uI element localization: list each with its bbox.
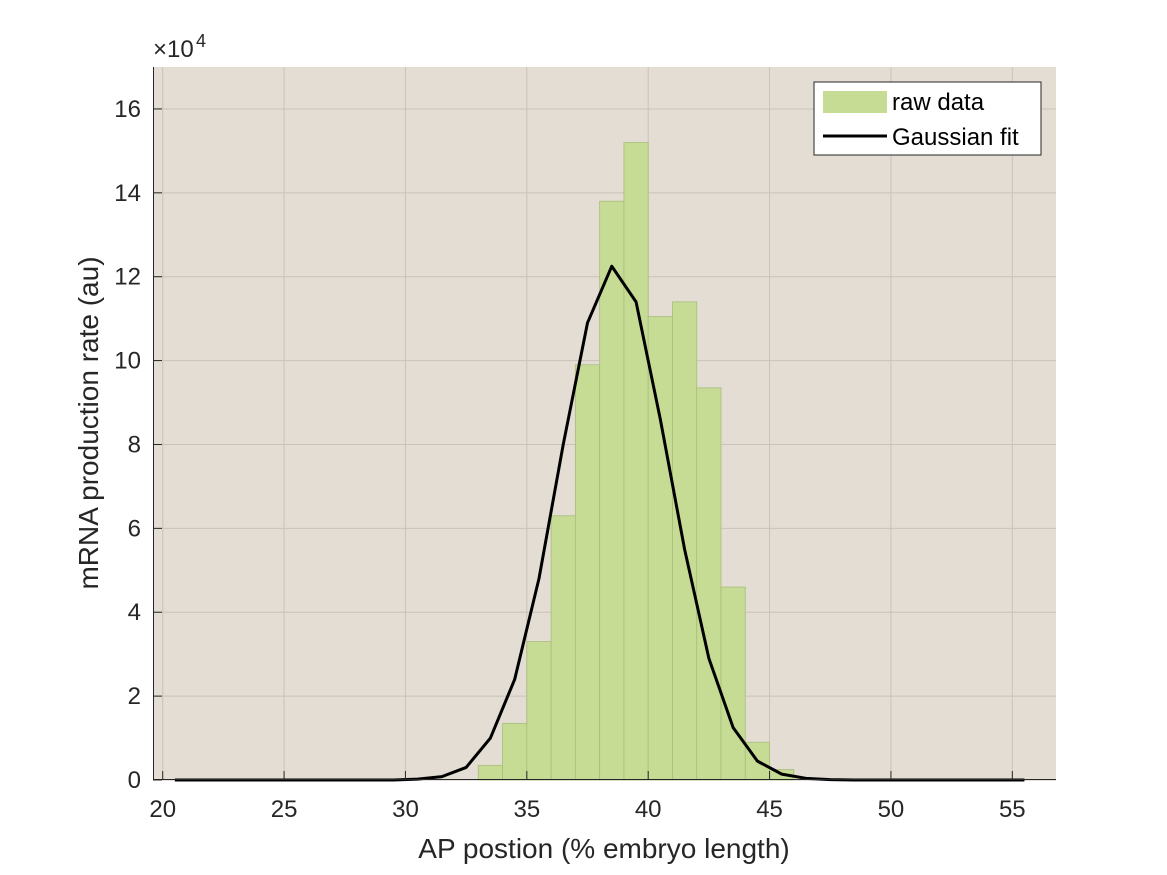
y-tick-label: 10 <box>114 348 141 375</box>
x-tick-label: 35 <box>513 796 540 823</box>
y-tick-label: 14 <box>114 180 141 207</box>
x-tick-label: 25 <box>271 796 298 823</box>
x-tick-label: 20 <box>149 796 176 823</box>
histogram-bar <box>720 586 746 781</box>
histogram-bar <box>672 301 698 781</box>
axes <box>153 67 1056 780</box>
y-tick-label: 6 <box>128 515 141 542</box>
y-ticks: 0 2 4 6 8 10 12 14 16 <box>114 96 162 794</box>
x-ticks: 20 25 30 35 40 45 50 55 <box>149 771 1026 823</box>
y-tick-label: 12 <box>114 264 141 291</box>
histogram-bar <box>574 364 601 781</box>
histogram-bar <box>550 515 576 781</box>
x-tick-label: 50 <box>878 796 905 823</box>
y-tick-label: 4 <box>128 599 141 626</box>
y-tick-label: 2 <box>128 683 141 710</box>
histogram-bar <box>696 387 722 781</box>
y-exponent-label: ×10 <box>153 36 194 63</box>
x-tick-label: 45 <box>756 796 783 823</box>
legend-line-label: Gaussian fit <box>892 124 1019 151</box>
y-exponent-power: 4 <box>196 31 206 51</box>
x-tick-label: 55 <box>999 796 1026 823</box>
x-tick-label: 30 <box>392 796 419 823</box>
histogram-bar <box>599 200 625 781</box>
histogram-bar <box>623 142 649 781</box>
histogram-bar <box>502 722 528 781</box>
y-tick-label: 0 <box>128 767 141 794</box>
x-axis-title: AP postion (% embryo length) <box>418 833 789 864</box>
histogram-bar <box>477 764 503 781</box>
y-axis-title: mRNA production rate (au) <box>73 256 104 589</box>
histogram-bar <box>526 641 552 781</box>
legend-bar-swatch <box>823 91 887 113</box>
histogram-bar <box>647 316 673 781</box>
y-tick-label: 16 <box>114 96 141 123</box>
legend: raw data Gaussian fit <box>813 81 1042 156</box>
y-exponent: ×10 4 <box>153 31 206 63</box>
legend-bar-label: raw data <box>892 89 985 116</box>
y-tick-label: 8 <box>128 431 141 458</box>
histogram-bars <box>477 142 795 781</box>
x-tick-label: 40 <box>635 796 662 823</box>
